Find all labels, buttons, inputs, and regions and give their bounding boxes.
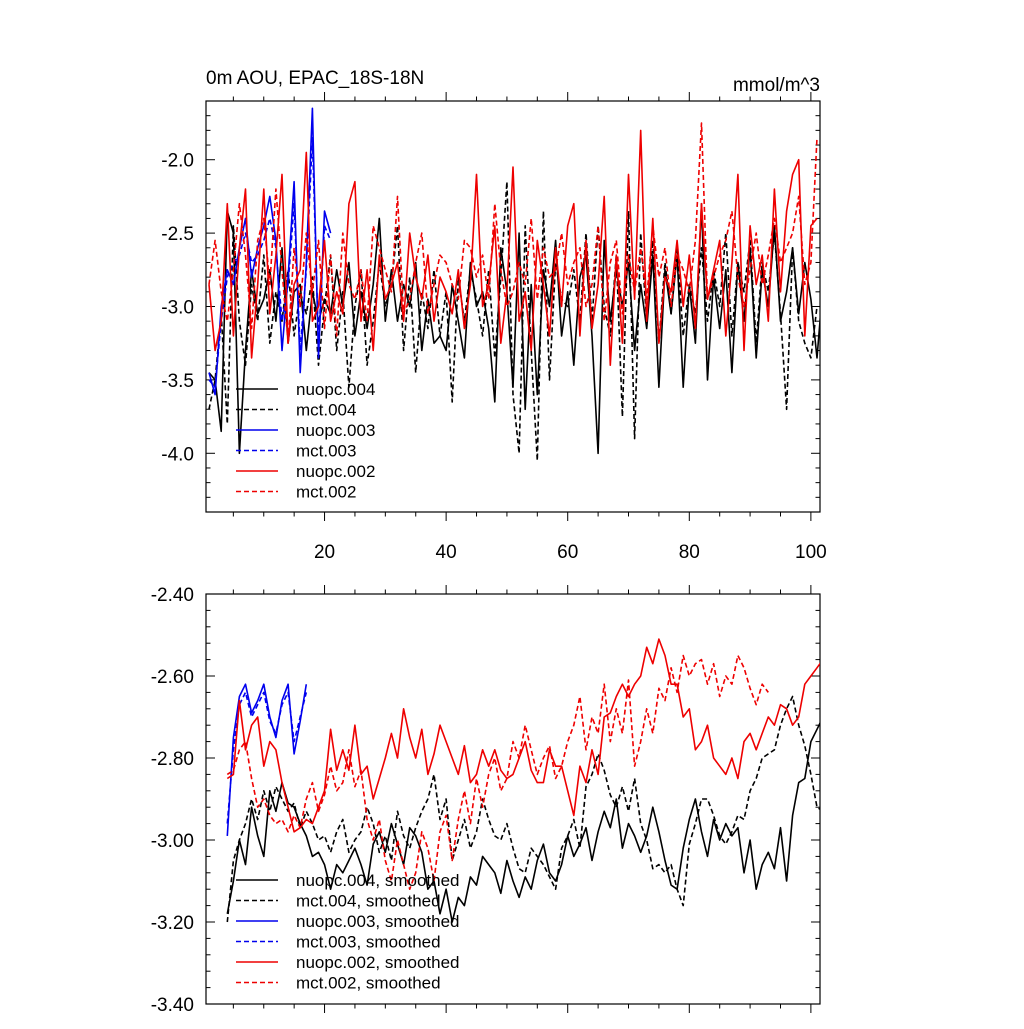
y-tick-label: -2.80 [151,749,194,770]
y-tick-label: -2.40 [151,585,194,606]
y-tick-label: -2.60 [151,667,194,688]
series-line [208,122,818,345]
series-lines [226,638,820,923]
series-line [226,695,820,923]
plot-frame [205,593,821,1005]
series-line [226,654,769,891]
legend-label: nuopc.002, smoothed [296,953,460,972]
legend-label: mct.003, smoothed [296,933,441,952]
legend-label: nuopc.003, smoothed [296,912,460,931]
legend-label: nuopc.004 [296,380,375,399]
x-tick-label: 40 [436,542,457,563]
legend-label: nuopc.004, smoothed [296,871,460,890]
series-lines [208,107,820,462]
series-line [208,180,818,462]
top-panel: -4.0 -3.5 -3.0 -2.5 -2.0 20 40 60 80 100 0m AOU, E… [161,68,826,563]
legend-label: mct.002 [296,483,356,502]
y-tick-label: -4.0 [161,444,194,465]
legend-label: mct.004, smoothed [296,892,441,911]
bottom-panel: -3.40 -3.20 -3.00 -2.80 -2.60 -2.40 nuopc.004,… [151,585,821,1016]
y-tick-label: -3.40 [151,995,194,1016]
legend-label: mct.002, smoothed [296,974,441,993]
legend-label: mct.004 [296,401,356,420]
series-line [226,683,308,836]
legend-label: nuopc.003 [296,421,375,440]
series-line [226,638,820,833]
y-tick-label: -2.0 [161,151,194,172]
x-tick-label: 60 [557,542,578,563]
series-line [208,129,818,367]
x-tick-label: 80 [679,542,700,563]
legend-label: nuopc.002 [296,462,375,481]
chart-units: mmol/m^3 [733,75,820,96]
x-tick-label: 100 [795,542,827,563]
y-tick-label: -3.20 [151,913,194,934]
series-line [226,721,820,923]
series-line [208,107,332,396]
y-tick-label: -3.5 [161,371,194,392]
y-tick-label: -2.5 [161,224,194,245]
chart-title: 0m AOU, EPAC_18S-18N [206,68,424,89]
y-tick-label: -3.0 [161,298,194,319]
series-line [208,136,332,389]
legend-label: mct.003 [296,442,356,461]
x-tick-label: 20 [314,542,335,563]
y-tick-label: -3.00 [151,831,194,852]
